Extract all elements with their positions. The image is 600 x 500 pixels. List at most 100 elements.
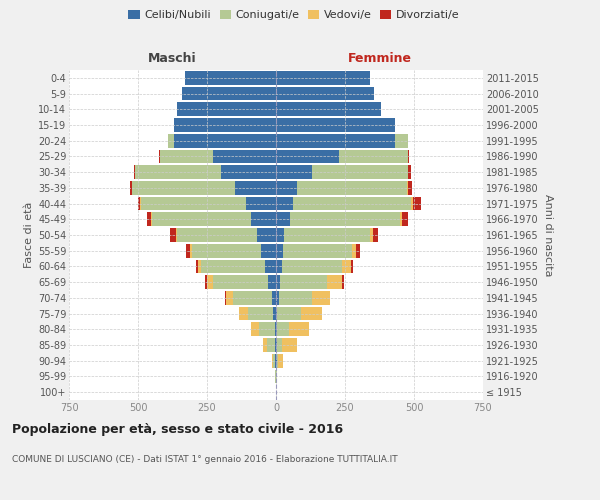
Bar [276,134,395,147]
Bar [248,306,273,320]
Bar [276,86,374,101]
Bar [273,306,276,320]
Bar [226,291,233,305]
Bar [187,244,190,258]
Bar [276,244,283,258]
Bar [340,150,409,164]
Bar [185,71,276,85]
Bar [192,244,261,258]
Bar [400,212,401,226]
Bar [212,150,276,164]
Bar [207,275,212,289]
Bar [277,306,301,320]
Bar [257,228,276,242]
Bar [135,165,221,179]
Bar [174,118,276,132]
Bar [170,228,176,242]
Bar [259,322,275,336]
Bar [312,165,409,179]
Bar [296,181,407,195]
Bar [251,212,276,226]
Bar [352,244,356,258]
Bar [267,338,275,352]
Bar [276,212,290,226]
Bar [182,86,276,101]
Bar [312,291,330,305]
Y-axis label: Anni di nascita: Anni di nascita [542,194,553,276]
Bar [251,322,259,336]
Bar [278,354,283,368]
Bar [275,322,276,336]
Bar [276,165,312,179]
Bar [276,181,296,195]
Bar [276,228,284,242]
Bar [233,291,272,305]
Bar [245,196,276,210]
Bar [190,244,192,258]
Bar [159,150,160,164]
Bar [212,275,268,289]
Text: Maschi: Maschi [148,52,197,65]
Bar [289,322,308,336]
Bar [407,181,412,195]
Bar [174,134,276,147]
Bar [198,260,202,274]
Bar [342,260,350,274]
Bar [276,291,279,305]
Bar [276,306,277,320]
Bar [293,196,411,210]
Bar [265,260,276,274]
Bar [268,275,276,289]
Bar [141,196,245,210]
Bar [147,212,151,226]
Bar [401,212,409,226]
Bar [272,291,276,305]
Bar [409,165,410,179]
Bar [276,322,277,336]
Bar [276,71,370,85]
Bar [277,354,278,368]
Bar [276,196,293,210]
Bar [239,306,248,320]
Bar [356,244,360,258]
Bar [370,228,373,242]
Bar [273,354,275,368]
Bar [279,291,312,305]
Bar [196,260,198,274]
Y-axis label: Fasce di età: Fasce di età [23,202,34,268]
Bar [277,322,289,336]
Bar [276,275,280,289]
Bar [327,275,342,289]
Bar [160,150,212,164]
Bar [225,291,226,305]
Legend: Celibi/Nubili, Coniugati/e, Vedovi/e, Divorziati/e: Celibi/Nubili, Coniugati/e, Vedovi/e, Di… [124,6,464,25]
Bar [373,228,378,242]
Bar [301,306,322,320]
Bar [261,244,276,258]
Bar [138,196,140,210]
Bar [395,134,409,147]
Bar [284,228,370,242]
Text: COMUNE DI LUSCIANO (CE) - Dati ISTAT 1° gennaio 2016 - Elaborazione TUTTITALIA.I: COMUNE DI LUSCIANO (CE) - Dati ISTAT 1° … [12,455,398,464]
Bar [130,181,133,195]
Bar [411,196,413,210]
Bar [152,212,251,226]
Bar [263,338,267,352]
Bar [276,118,395,132]
Bar [221,165,276,179]
Text: Popolazione per età, sesso e stato civile - 2016: Popolazione per età, sesso e stato civil… [12,422,343,436]
Bar [276,260,281,274]
Bar [413,196,421,210]
Bar [342,275,344,289]
Bar [276,150,340,164]
Bar [281,260,342,274]
Bar [202,260,265,274]
Bar [134,165,135,179]
Bar [280,275,327,289]
Bar [276,102,381,116]
Bar [235,181,276,195]
Bar [282,338,297,352]
Bar [176,228,257,242]
Bar [133,181,235,195]
Bar [283,244,352,258]
